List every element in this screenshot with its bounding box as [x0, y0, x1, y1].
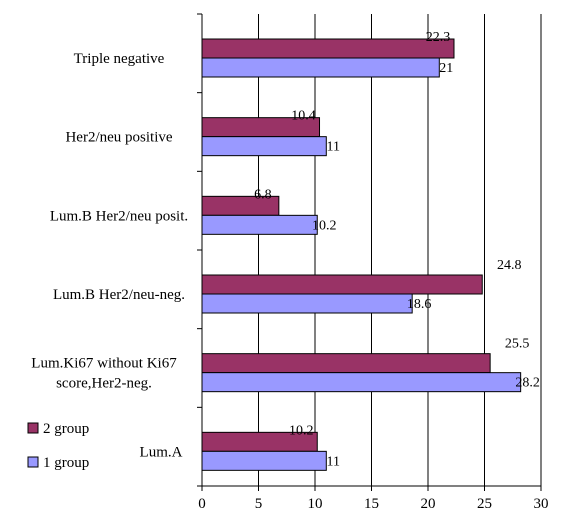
bar-group1-1 [201, 136, 327, 157]
x-tick-label-25: 25 [477, 496, 492, 512]
category-label-2: Lum.B Her2/neu posit. [50, 208, 188, 224]
x-tick-label-20: 20 [421, 496, 436, 512]
category-labels: Triple negative Her2/neu positive Lum.B He… [31, 51, 188, 460]
bar-group2-3 [201, 274, 483, 295]
category-label-3: Lum.B Her2/neu-neg. [53, 287, 185, 303]
data-label-group2-2: 6.8 [254, 187, 272, 202]
legend-swatch-group1 [27, 456, 39, 468]
bars [201, 38, 522, 471]
x-tick-label-10: 10 [308, 496, 323, 512]
bar-group2-4 [201, 353, 491, 374]
data-label-group1-2: 10.2 [312, 218, 337, 233]
data-label-group2-5: 10.2 [289, 423, 314, 438]
x-tick-label-30: 30 [534, 496, 549, 512]
data-labels: 22.3 21 10.4 11 6.8 10.2 24.8 18.6 25.5 28.2 10.2 1… [254, 30, 540, 469]
axes [197, 13, 542, 491]
data-label-group1-4: 28.2 [515, 376, 540, 391]
category-label-4: Lum.Ki67 without Ki67 score,Her2-neg. [31, 356, 177, 392]
x-tick-label-5: 5 [255, 496, 263, 512]
category-label-5: Lum.A [140, 444, 183, 460]
category-label-0: Triple negative [74, 51, 165, 67]
grid-lines [258, 14, 542, 486]
bar-group1-5 [201, 450, 327, 471]
legend: 2 group 1 group [27, 421, 89, 471]
bar-group1-4 [201, 372, 522, 393]
bar-group1-2 [201, 214, 318, 235]
data-label-group2-3: 24.8 [497, 258, 522, 273]
bar-group1-3 [201, 293, 413, 314]
category-label-1: Her2/neu positive [65, 130, 172, 146]
data-label-group1-3: 18.6 [407, 297, 432, 312]
x-tick-labels: 0 5 10 15 20 25 30 [198, 496, 548, 512]
x-tick-label-0: 0 [198, 496, 206, 512]
bar-group2-0 [201, 38, 455, 59]
bar-group1-0 [201, 57, 440, 78]
legend-swatch-group2 [27, 422, 39, 434]
data-label-group2-1: 10.4 [291, 109, 316, 124]
x-tick-label-15: 15 [364, 496, 379, 512]
data-label-group1-5: 11 [327, 454, 340, 469]
legend-label-group2: 2 group [43, 421, 89, 437]
legend-label-group1: 1 group [43, 455, 89, 471]
data-label-group2-0: 22.3 [426, 30, 451, 45]
data-label-group2-4: 25.5 [505, 337, 530, 352]
data-label-group1-0: 21 [439, 61, 453, 76]
data-label-group1-1: 11 [327, 140, 340, 155]
